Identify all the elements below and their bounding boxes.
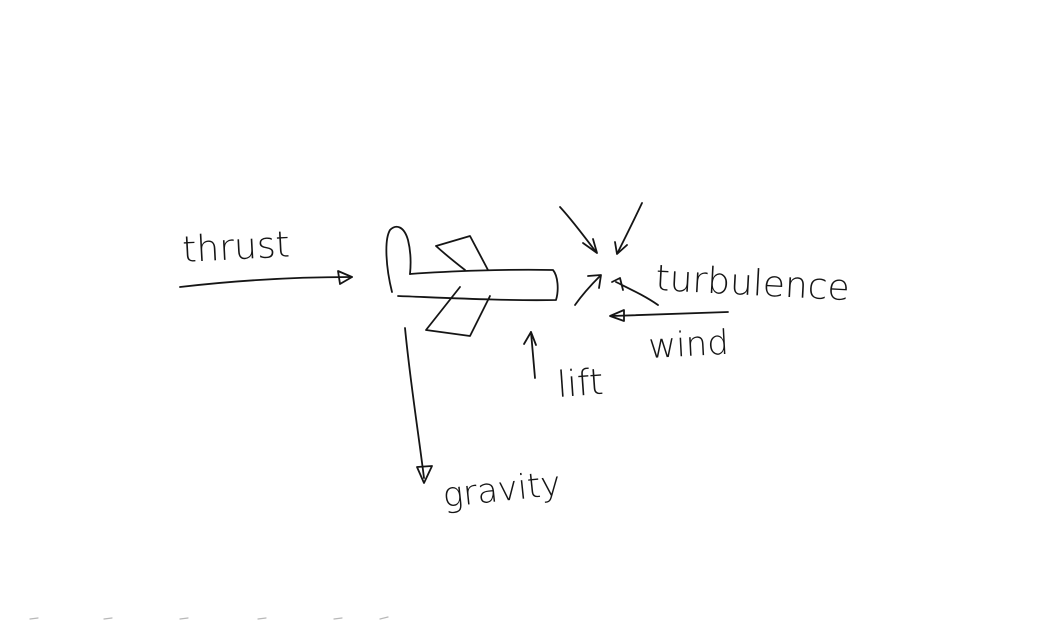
- gravity-arrow: [404, 327, 433, 484]
- airplane-upper-wing: [435, 235, 489, 271]
- wind-label: wind: [647, 323, 729, 367]
- thrust-arrow: [179, 270, 353, 288]
- turbulence-label: turbulence: [655, 258, 851, 309]
- airplane-lower-wing: [425, 286, 491, 337]
- gravity-label: gravity: [441, 464, 563, 516]
- turbulence-arrows: [559, 202, 659, 306]
- thrust-label: thrust: [181, 224, 290, 271]
- wind-arrow: [609, 309, 729, 322]
- lift-label: lift: [556, 362, 605, 406]
- lift-arrow: [523, 331, 537, 379]
- bottom-edge-marks: [29, 616, 389, 620]
- airplane-sketch: [385, 225, 559, 337]
- airplane-fuselage: [397, 268, 559, 302]
- airplane-tail-fin: [385, 225, 412, 293]
